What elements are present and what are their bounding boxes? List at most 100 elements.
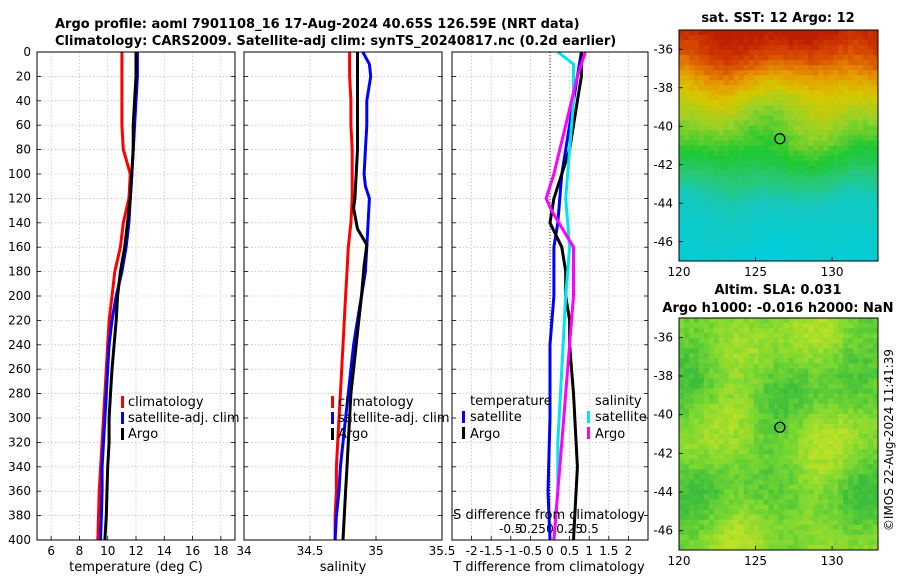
map-cell: [743, 509, 750, 516]
map-cell: [813, 469, 819, 475]
map-cell: [728, 130, 735, 137]
map-cell: [738, 80, 745, 86]
map-cell: [738, 343, 745, 349]
map-cell: [679, 95, 685, 101]
map-cell: [768, 428, 775, 435]
map-cell: [723, 160, 730, 167]
map-cell: [783, 45, 790, 51]
map-cell: [768, 65, 775, 71]
map-cell: [798, 403, 804, 410]
map-cell: [688, 85, 695, 91]
map-cell: [738, 75, 745, 81]
map-cell: [708, 378, 715, 385]
map-cell: [868, 230, 874, 237]
map-cell: [703, 125, 710, 132]
map-cell: [813, 50, 819, 56]
x-tick-label: 18: [213, 544, 228, 558]
map-cell: [738, 328, 745, 334]
map-cell: [728, 175, 735, 182]
map-cell: [838, 489, 844, 496]
map-cell: [763, 373, 770, 380]
map-cell: [728, 220, 735, 227]
map-cell: [703, 479, 710, 486]
map-cell: [873, 378, 878, 385]
map-cell: [698, 449, 705, 455]
x-tick-label: 14: [157, 544, 172, 558]
map-cell: [693, 439, 700, 445]
map-cell: [848, 70, 854, 76]
map-cell: [703, 85, 710, 91]
map-cell: [728, 499, 735, 506]
map-cell: [813, 140, 819, 147]
map-cell: [733, 413, 740, 420]
map-cell: [718, 449, 725, 455]
map-cell: [698, 444, 705, 450]
map-cell: [788, 80, 795, 86]
map-cell: [858, 544, 864, 550]
map-cell: [688, 120, 695, 127]
map-cell: [688, 434, 695, 440]
map-cell: [768, 439, 775, 445]
map-cell: [853, 539, 859, 546]
map-cell: [783, 494, 790, 501]
map-cell: [808, 489, 814, 496]
map-cell: [679, 529, 685, 536]
argo-float-marker: [774, 133, 786, 145]
map-cell: [833, 50, 839, 56]
map-cell: [838, 439, 844, 445]
map-cell: [743, 80, 750, 86]
map-cell: [713, 499, 720, 506]
map-cell: [688, 544, 695, 550]
map-cell: [803, 544, 809, 550]
map-cell: [818, 408, 824, 415]
map-cell: [788, 170, 795, 177]
map-cell: [768, 454, 775, 460]
map-cell: [688, 55, 695, 61]
map-cell: [873, 323, 878, 329]
map-cell: [683, 509, 690, 516]
map-cell: [853, 413, 859, 420]
map-cell: [778, 413, 785, 420]
map-cell: [748, 125, 755, 132]
map-cell: [773, 464, 780, 470]
map-cell: [783, 318, 790, 324]
map-cell: [718, 45, 725, 51]
map-cell: [693, 30, 700, 36]
map-cell: [803, 494, 809, 501]
map-cell: [848, 439, 854, 445]
map-cell: [858, 413, 864, 420]
map-cell: [698, 80, 705, 86]
map-cell: [783, 225, 790, 232]
map-cell: [788, 90, 795, 96]
map-cell: [708, 165, 715, 172]
map-cell: [798, 434, 804, 440]
map-cell: [828, 383, 834, 390]
map-cell: [758, 230, 765, 237]
map-cell: [833, 423, 839, 430]
map-cell: [743, 423, 750, 430]
map-cell: [823, 464, 829, 470]
map-cell: [738, 383, 745, 390]
map-cell: [723, 80, 730, 86]
map-cell: [843, 449, 849, 455]
map-cell: [758, 165, 765, 172]
map-cell: [753, 55, 760, 61]
map-cell: [763, 383, 770, 390]
map-cell: [813, 175, 819, 182]
map-cell: [753, 105, 760, 111]
map-cell: [838, 195, 844, 202]
map-cell: [818, 95, 824, 101]
map-cell: [713, 363, 720, 370]
map-cell: [823, 383, 829, 390]
map-cell: [708, 449, 715, 455]
map-cell: [679, 235, 685, 242]
map-cell: [838, 70, 844, 76]
map-cell: [868, 95, 874, 101]
map-cell: [848, 155, 854, 162]
map-cell: [688, 255, 695, 261]
map-cell: [703, 333, 710, 339]
map-cell: [728, 40, 735, 46]
map-cell: [773, 200, 780, 207]
map-cell: [823, 343, 829, 349]
map-cell: [798, 464, 804, 470]
